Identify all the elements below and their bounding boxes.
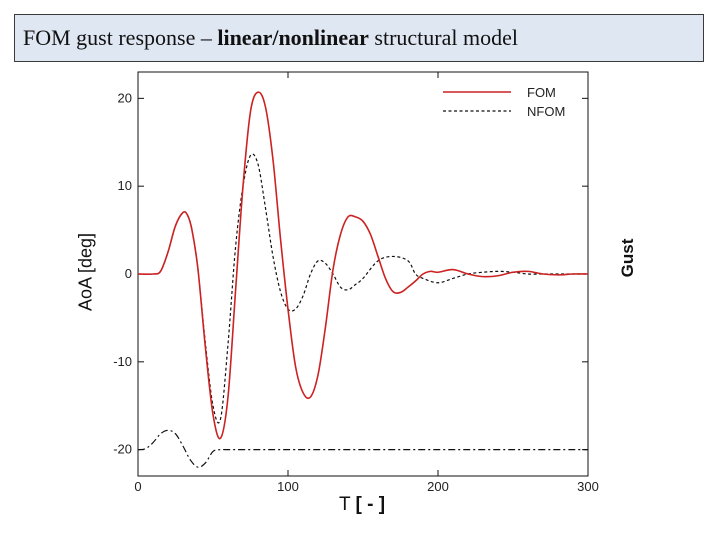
series-line-gust: [137, 429, 588, 468]
plot-frame: [137, 71, 589, 477]
x-axis-label-bold: [ - ]: [355, 494, 386, 515]
legend-label-fom: FOM: [527, 85, 556, 100]
y-tick-label-0: 20: [118, 90, 132, 105]
y-axis-label: AoA [deg]: [75, 232, 96, 312]
x-tick-label-1: 100: [277, 479, 299, 494]
slide-title: FOM gust response – linear/nonlinear str…: [23, 25, 518, 51]
x-axis-label: T [ - ]: [339, 494, 385, 516]
x-axis-label-plain: T: [338, 494, 356, 515]
x-tick-label-2: 200: [427, 479, 449, 494]
series-line-fom: [137, 91, 589, 440]
y-tick-label-2: 0: [125, 266, 132, 281]
y-tick-label-4: -20: [113, 442, 132, 457]
series-lines: [137, 91, 589, 468]
legend-label-nfom: NFOM: [527, 104, 565, 119]
slide-title-bold: linear/nonlinear: [217, 25, 369, 50]
y2-axis-label: Gust: [618, 238, 637, 278]
chart-legend: FOM NFOM: [443, 85, 565, 119]
slide-title-prefix: FOM gust response –: [23, 25, 218, 50]
x-tick-label-3: 300: [577, 479, 599, 494]
slide-title-suffix: structural model: [368, 25, 518, 50]
x-tick-label-0: 0: [134, 479, 141, 494]
y-tick-label-1: 10: [118, 178, 132, 193]
y-tick-label-3: -10: [113, 354, 132, 369]
slide-title-bar: FOM gust response – linear/nonlinear str…: [14, 14, 704, 62]
